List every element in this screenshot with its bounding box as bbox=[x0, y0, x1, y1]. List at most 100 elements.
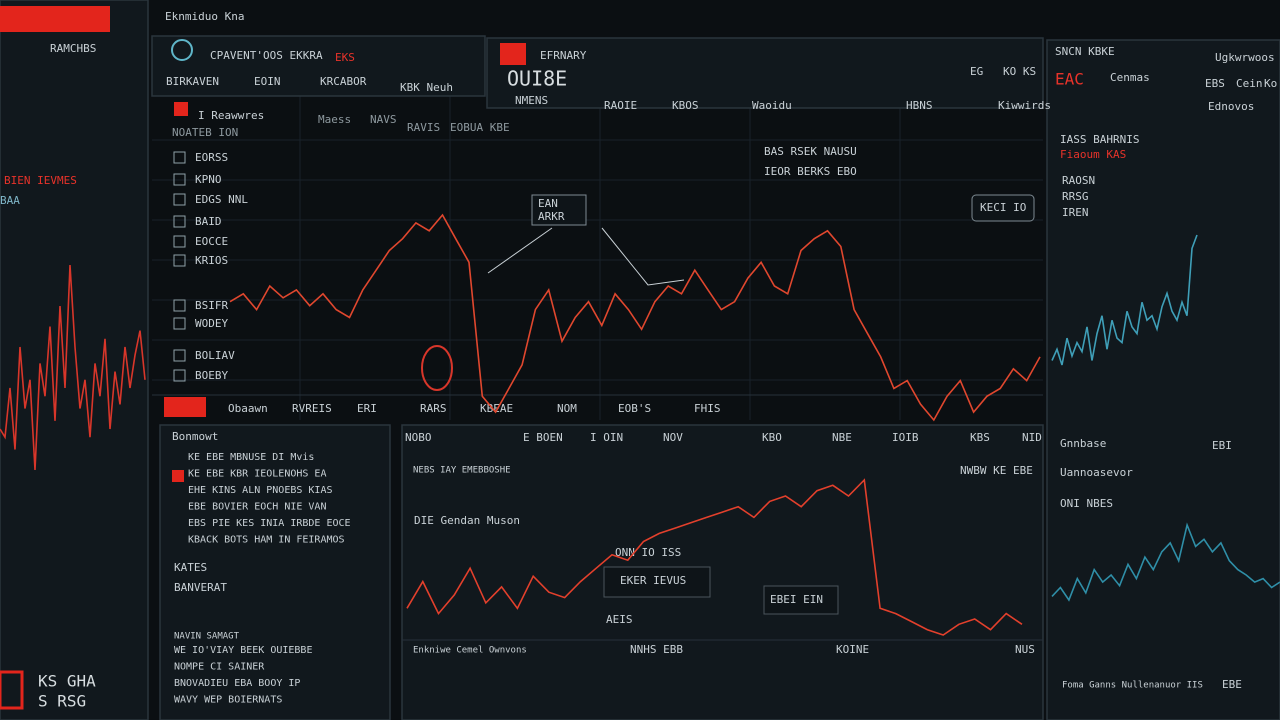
strip-label[interactable]: HBNS bbox=[906, 99, 933, 112]
item-icon bbox=[173, 369, 186, 382]
news-section: BANVERAT bbox=[174, 581, 227, 594]
news-panel bbox=[159, 424, 391, 720]
news-line[interactable]: WAVY WEP BOIERNATS bbox=[174, 695, 282, 706]
item-icon bbox=[173, 235, 186, 248]
footer-tab[interactable]: RARS bbox=[420, 402, 447, 415]
list-item[interactable]: WODEY bbox=[195, 317, 228, 330]
column-header: NOBO bbox=[405, 431, 432, 444]
news-subtitle: NAVIN SAMAGT bbox=[174, 632, 240, 642]
list-item[interactable]: BSIFR bbox=[195, 299, 228, 312]
list-item[interactable]: BOLIAV bbox=[195, 349, 235, 362]
right-button[interactable]: Ko bbox=[1264, 77, 1277, 90]
news-title: Bonmowt bbox=[172, 430, 218, 443]
footer-red-tab[interactable] bbox=[164, 397, 206, 417]
annotation: ARKR bbox=[538, 210, 565, 223]
footer-tab[interactable]: ERI bbox=[357, 402, 377, 415]
list-item[interactable]: KPNO bbox=[195, 173, 222, 186]
list-item[interactable]: EDGS NNL bbox=[195, 193, 248, 206]
main-header bbox=[151, 35, 486, 97]
lower-label: EBEI EIN bbox=[770, 593, 823, 606]
footer-tab[interactable]: Obaawn bbox=[228, 402, 268, 415]
list-subheader: NOATEB ION bbox=[172, 126, 238, 139]
logo bbox=[171, 39, 193, 61]
item-icon bbox=[173, 317, 186, 330]
annotation: IEOR BERKS EBO bbox=[764, 165, 857, 178]
sidebar-title: RAMCHBS bbox=[50, 42, 96, 55]
footer-tab[interactable]: RVREIS bbox=[292, 402, 332, 415]
toolbar-button[interactable]: KO KS bbox=[1003, 65, 1036, 78]
list-item[interactable]: KRIOS bbox=[195, 254, 228, 267]
footer-tab[interactable]: NOM bbox=[557, 402, 577, 415]
column-header: NBE bbox=[832, 431, 852, 444]
column-header: NID bbox=[1022, 431, 1042, 444]
lower-label: DIE Gendan Muson bbox=[414, 514, 520, 527]
lower-label: NEBS IAY EMEBBOSHE bbox=[413, 466, 511, 476]
right-item: RAOSN bbox=[1062, 174, 1095, 187]
footer-tab[interactable]: EOB'S bbox=[618, 402, 651, 415]
sidebar-footer: KS GHA bbox=[38, 672, 96, 691]
annotation: KECI IO bbox=[980, 201, 1026, 214]
strip-label[interactable]: KBOS bbox=[672, 99, 699, 112]
strip-label[interactable]: RAOIE bbox=[604, 99, 637, 112]
news-line[interactable]: BNOVADIEU EBA BOOY IP bbox=[174, 678, 300, 689]
chart-line bbox=[229, 213, 1041, 422]
right-footer: EBE bbox=[1222, 678, 1242, 691]
right-button[interactable]: EBS bbox=[1205, 77, 1225, 90]
list-item[interactable]: BAID bbox=[195, 215, 222, 228]
right-lower: Uannoasevor bbox=[1060, 466, 1133, 479]
tab[interactable]: KBK Neuh bbox=[400, 81, 453, 94]
symbol-sub: NMENS bbox=[515, 94, 548, 107]
news-icon bbox=[172, 470, 184, 482]
annotation-box bbox=[531, 194, 587, 226]
tab[interactable]: EOIN bbox=[254, 75, 281, 88]
list-item[interactable]: EORSS bbox=[195, 151, 228, 164]
news-line[interactable]: WE IO'VIAY BEEK OUIEBBE bbox=[174, 645, 312, 656]
column-header: IOIB bbox=[892, 431, 919, 444]
lower-label: NNHS EBB bbox=[630, 643, 683, 656]
grid-background bbox=[152, 95, 1043, 420]
lower-label: EKER IEVUS bbox=[620, 574, 686, 587]
lower-panel bbox=[401, 424, 1044, 720]
news-line[interactable]: EBS PIE KES INIA IRBDE EOCE bbox=[188, 518, 351, 529]
right-badge: EAC bbox=[1055, 70, 1084, 89]
chart-line bbox=[406, 478, 1023, 636]
item-icon bbox=[173, 254, 186, 267]
list-item[interactable]: BOEBY bbox=[195, 369, 228, 382]
column-header: E BOEN bbox=[523, 431, 563, 444]
news-line[interactable]: KBACK BOTS HAM IN FEIRAMOS bbox=[188, 535, 345, 546]
news-line[interactable]: KE EBE KBR IEOLENOHS EA bbox=[188, 469, 326, 480]
right-top: SNCN KBKE bbox=[1055, 45, 1115, 58]
column-header: I OIN bbox=[590, 431, 623, 444]
footer-tab[interactable]: FHIS bbox=[694, 402, 721, 415]
chart-line bbox=[0, 264, 146, 471]
toolbar-button[interactable]: EG bbox=[970, 65, 983, 78]
column-header: EOBUA KBE bbox=[450, 121, 510, 134]
column-header: KBO bbox=[762, 431, 782, 444]
annotation-box bbox=[603, 566, 711, 598]
center-badge bbox=[500, 43, 526, 65]
item-icon bbox=[173, 215, 186, 228]
lower-label: AEIS bbox=[606, 613, 633, 626]
right-item: IREN bbox=[1062, 206, 1089, 219]
sidebar-red-bar bbox=[0, 6, 110, 32]
right-panel bbox=[1046, 39, 1280, 720]
tab[interactable]: KRCABOR bbox=[320, 75, 367, 88]
list-item[interactable]: EOCCE bbox=[195, 235, 228, 248]
panel-title: CPAVENT'OOS EKKRA bbox=[210, 49, 323, 62]
chart-line bbox=[1051, 234, 1198, 366]
strip-label[interactable]: Waoidu bbox=[752, 99, 792, 112]
news-line[interactable]: KE EBE MBNUSE DI Mvis bbox=[188, 452, 314, 463]
news-line[interactable]: EHE KINS ALN PNOEBS KIAS bbox=[188, 485, 333, 496]
right-button[interactable]: Cein bbox=[1236, 77, 1263, 90]
news-line[interactable]: EBE BOVIER EOCH NIE VAN bbox=[188, 502, 326, 513]
right-info: Fiaoum KAS bbox=[1060, 148, 1126, 161]
sidebar-icon bbox=[0, 670, 24, 710]
news-line[interactable]: NOMPE CI SAINER bbox=[174, 662, 265, 673]
sidebar-alert: BAA bbox=[0, 194, 20, 207]
news-section: KATES bbox=[174, 561, 207, 574]
highlight-ring bbox=[421, 345, 453, 391]
tab[interactable]: BIRKAVEN bbox=[166, 75, 219, 88]
strip-label[interactable]: Kiwwirds bbox=[998, 99, 1051, 112]
footer-tab[interactable]: KBEAE bbox=[480, 402, 513, 415]
